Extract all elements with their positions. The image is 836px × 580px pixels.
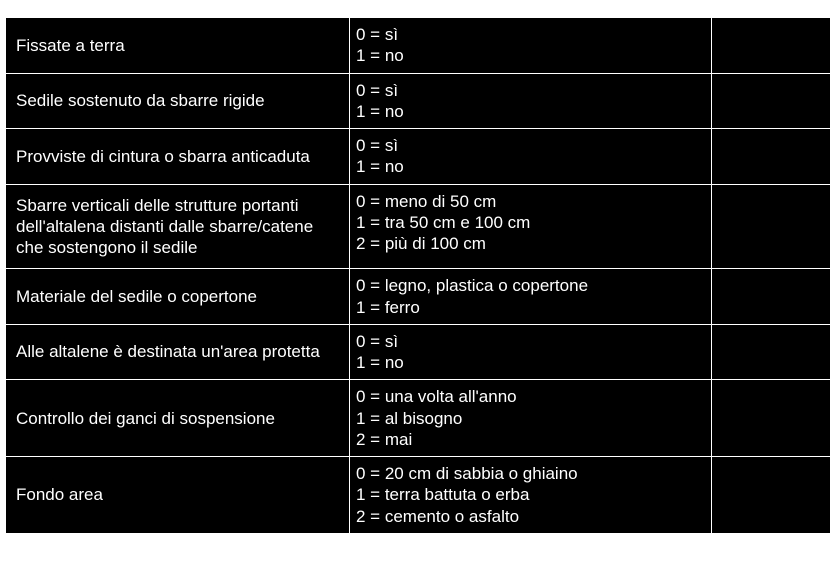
row-label: Provviste di cintura o sbarra anticaduta — [6, 129, 350, 184]
row-options: 0 = sì 1 = no — [350, 325, 712, 380]
row-value — [712, 457, 830, 533]
checklist-table: Fissate a terra 0 = sì 1 = no Sedile sos… — [6, 18, 830, 533]
row-value — [712, 18, 830, 73]
table-row: Alle altalene è destinata un'area protet… — [6, 325, 830, 381]
row-label: Materiale del sedile o copertone — [6, 269, 350, 324]
row-options: 0 = sì 1 = no — [350, 74, 712, 129]
row-label: Alle altalene è destinata un'area protet… — [6, 325, 350, 380]
table-row: Provviste di cintura o sbarra anticaduta… — [6, 129, 830, 185]
row-options: 0 = sì 1 = no — [350, 18, 712, 73]
row-label: Fissate a terra — [6, 18, 350, 73]
table-row: Controllo dei ganci di sospensione 0 = u… — [6, 380, 830, 457]
table-row: Sbarre verticali delle strutture portant… — [6, 185, 830, 270]
row-options: 0 = sì 1 = no — [350, 129, 712, 184]
row-label: Fondo area — [6, 457, 350, 533]
row-value — [712, 269, 830, 324]
row-value — [712, 380, 830, 456]
table-row: Fondo area 0 = 20 cm di sabbia o ghiaino… — [6, 457, 830, 533]
row-value — [712, 74, 830, 129]
row-label: Sbarre verticali delle strutture portant… — [6, 185, 350, 269]
row-value — [712, 325, 830, 380]
table-row: Fissate a terra 0 = sì 1 = no — [6, 18, 830, 74]
row-value — [712, 129, 830, 184]
table-row: Sedile sostenuto da sbarre rigide 0 = sì… — [6, 74, 830, 130]
row-label: Sedile sostenuto da sbarre rigide — [6, 74, 350, 129]
row-options: 0 = meno di 50 cm 1 = tra 50 cm e 100 cm… — [350, 185, 712, 269]
row-value — [712, 185, 830, 269]
row-label: Controllo dei ganci di sospensione — [6, 380, 350, 456]
row-options: 0 = una volta all'anno 1 = al bisogno 2 … — [350, 380, 712, 456]
row-options: 0 = legno, plastica o copertone 1 = ferr… — [350, 269, 712, 324]
row-options: 0 = 20 cm di sabbia o ghiaino 1 = terra … — [350, 457, 712, 533]
table-row: Materiale del sedile o copertone 0 = leg… — [6, 269, 830, 325]
